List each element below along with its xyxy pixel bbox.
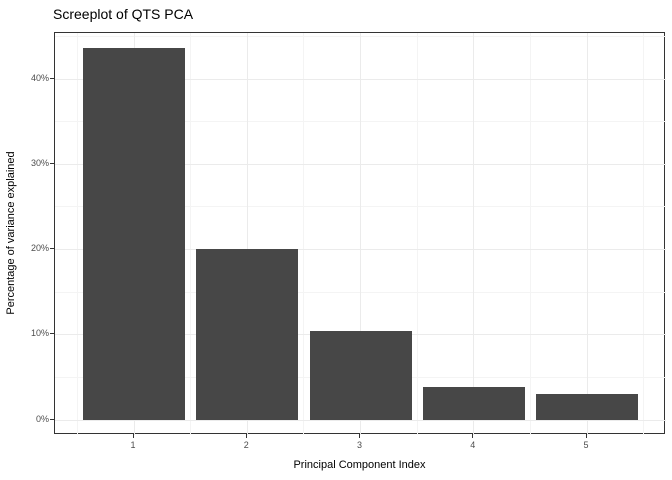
gridline-minor-vertical bbox=[190, 33, 192, 435]
y-tick-label: 10% bbox=[30, 328, 49, 339]
y-axis-tick bbox=[50, 162, 54, 164]
y-tick-label: 20% bbox=[30, 243, 49, 253]
plot-panel bbox=[54, 32, 666, 435]
y-axis-title: Percentage of variance explained bbox=[5, 151, 17, 315]
gridline-major-vertical bbox=[473, 33, 475, 435]
gridline-minor-vertical bbox=[529, 33, 531, 435]
gridline-major-vertical bbox=[246, 33, 248, 435]
x-tick-label: 3 bbox=[356, 440, 362, 450]
gridline-minor-vertical bbox=[643, 33, 645, 435]
x-tick-label: 1 bbox=[130, 440, 136, 450]
y-axis-tick bbox=[50, 418, 54, 420]
y-axis-tick bbox=[50, 77, 54, 79]
gridline-minor-vertical bbox=[303, 33, 305, 435]
bar bbox=[83, 48, 185, 420]
chart-title: Screeplot of QTS PCA bbox=[53, 6, 194, 22]
x-axis-tick bbox=[132, 434, 134, 438]
x-axis-tick bbox=[245, 434, 247, 438]
gridline-major-vertical bbox=[360, 33, 361, 435]
x-tick-label: 4 bbox=[470, 440, 476, 450]
bar bbox=[422, 386, 525, 420]
y-tick-label: 30% bbox=[30, 157, 49, 168]
x-axis-title: Principal Component Index bbox=[293, 459, 426, 471]
gridline-minor-vertical bbox=[76, 33, 78, 435]
y-axis-tick bbox=[50, 248, 54, 249]
x-tick-label: 2 bbox=[243, 440, 249, 450]
x-axis-tick bbox=[359, 434, 360, 438]
bar bbox=[309, 331, 412, 420]
bar bbox=[196, 248, 299, 420]
y-axis-tick bbox=[50, 333, 54, 335]
bar bbox=[536, 393, 638, 420]
gridline-minor-vertical bbox=[416, 33, 418, 435]
x-axis-tick bbox=[472, 434, 474, 438]
x-axis-tick bbox=[585, 434, 587, 438]
x-tick-label: 5 bbox=[583, 440, 589, 450]
gridline-major-vertical bbox=[586, 33, 588, 435]
y-tick-label: 0% bbox=[35, 413, 49, 424]
y-tick-label: 40% bbox=[30, 72, 49, 83]
